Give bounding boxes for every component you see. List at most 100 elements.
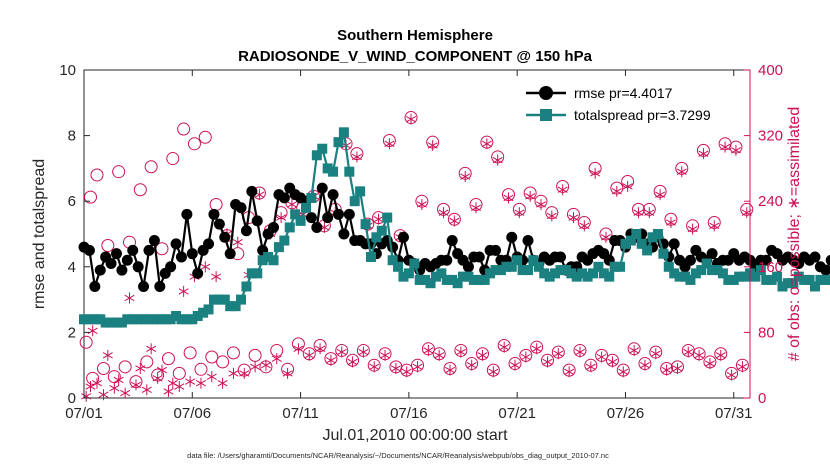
asterisk-stroke <box>373 216 384 223</box>
totalspread-point <box>344 166 355 177</box>
asterisk-stroke <box>676 168 687 175</box>
totalspread-point <box>555 265 566 276</box>
asterisk-stroke <box>509 362 521 369</box>
totalspread-point <box>474 274 485 285</box>
obs-assimilated-marker <box>174 381 185 393</box>
obs-assimilated-marker <box>130 379 141 391</box>
asterisk-stroke <box>384 140 395 147</box>
obs-assimilated-marker <box>553 348 564 360</box>
x-tick-label: 07/21 <box>498 405 536 422</box>
rmse-point <box>668 238 680 250</box>
obs-assimilated-marker <box>228 367 239 379</box>
rmse-point <box>332 208 344 220</box>
asterisk-stroke <box>113 376 124 384</box>
totalspread-point <box>100 317 111 328</box>
asterisk-stroke <box>120 389 131 397</box>
obs-assimilated-marker <box>520 351 531 363</box>
asterisk-stroke <box>211 273 222 280</box>
totalspread-point <box>712 265 723 276</box>
totalspread-point <box>690 268 701 279</box>
rmse-point <box>825 254 830 266</box>
obs-possible-marker <box>86 371 100 385</box>
totalspread-point <box>295 215 306 226</box>
totalspread-point <box>171 311 182 321</box>
rmse-point <box>94 264 106 276</box>
obs-assimilated-marker <box>195 377 206 389</box>
rmse-point <box>327 189 339 201</box>
obs-assimilated-marker <box>477 349 488 361</box>
obs-assimilated-marker <box>120 387 131 399</box>
totalspread-point <box>809 281 820 292</box>
obs-assimilated-marker <box>661 364 672 376</box>
totalspread-point <box>707 265 718 276</box>
asterisk-stroke <box>698 150 709 157</box>
obs-assimilated-marker <box>525 190 536 202</box>
obs-assimilated-marker <box>271 353 282 365</box>
y-right-tick-label: 400 <box>758 62 783 79</box>
asterisk-stroke <box>206 373 217 380</box>
totalspread-point <box>365 251 376 262</box>
x-tick-label: 07/26 <box>607 405 645 422</box>
asterisk-stroke <box>141 386 152 393</box>
totalspread-point <box>750 271 761 282</box>
x-tick-label: 07/11 <box>282 405 318 422</box>
asterisk-stroke <box>579 222 590 229</box>
asterisk-stroke <box>503 194 514 202</box>
asterisk-stroke <box>427 142 438 149</box>
rmse-point <box>462 261 474 273</box>
asterisk-stroke <box>622 183 633 190</box>
asterisk-stroke <box>520 353 531 361</box>
asterisk-stroke <box>535 201 547 208</box>
totalspread-point <box>490 265 501 276</box>
totalspread-point <box>685 274 696 285</box>
asterisk-stroke <box>694 352 705 359</box>
y-left-tick-label: 8 <box>68 128 76 145</box>
rmse-point <box>110 248 122 260</box>
legend-marker-totalspread <box>540 109 552 121</box>
asterisk-stroke <box>416 201 427 208</box>
obs-possible-marker <box>144 160 158 174</box>
asterisk-stroke <box>185 378 196 385</box>
asterisk-stroke <box>471 204 482 211</box>
obs-assimilated-marker <box>109 382 120 394</box>
asterisk-stroke <box>434 352 445 359</box>
totalspread-point <box>463 271 474 282</box>
totalspread-point <box>322 163 333 174</box>
totalspread-point <box>154 314 165 325</box>
rmse-point <box>165 261 177 273</box>
obs-assimilated-marker <box>687 223 698 235</box>
asterisk-stroke <box>217 380 228 387</box>
totalspread-point <box>696 265 707 276</box>
x-tick-label: 07/06 <box>174 405 212 422</box>
totalspread-point <box>198 307 209 318</box>
obs-assimilated-marker <box>178 285 189 297</box>
obs-assimilated-marker <box>557 184 568 196</box>
totalspread-point <box>349 196 360 207</box>
rmse-point <box>246 185 258 197</box>
totalspread-point <box>284 222 295 233</box>
obs-possible-marker <box>177 122 191 136</box>
asterisk-stroke <box>629 347 640 354</box>
obs-possible-marker <box>172 366 186 380</box>
obs-assimilated-marker <box>163 385 174 397</box>
rmse-point <box>820 264 830 276</box>
rmse-point <box>706 248 718 260</box>
obs-assimilated-marker <box>698 148 709 160</box>
totalspread-point <box>512 255 523 266</box>
totalspread-point <box>192 311 203 321</box>
asterisk-stroke <box>304 352 315 359</box>
y-right-tick-label: 240 <box>758 193 783 210</box>
obs-assimilated-marker <box>542 356 553 368</box>
obs-possible-marker <box>166 152 180 166</box>
obs-possible-marker <box>205 350 219 364</box>
totalspread-point <box>642 245 653 256</box>
totalspread-point <box>755 265 766 276</box>
obs-assimilated-marker <box>704 358 715 370</box>
obs-assimilated-marker <box>304 349 315 361</box>
obs-assimilated-marker <box>102 349 113 361</box>
y-left-tick-label: 4 <box>68 259 76 276</box>
totalspread-point <box>371 232 382 243</box>
rmse-point <box>338 228 350 240</box>
obs-assimilated-marker <box>676 166 687 178</box>
obs-assimilated-marker <box>503 192 514 204</box>
